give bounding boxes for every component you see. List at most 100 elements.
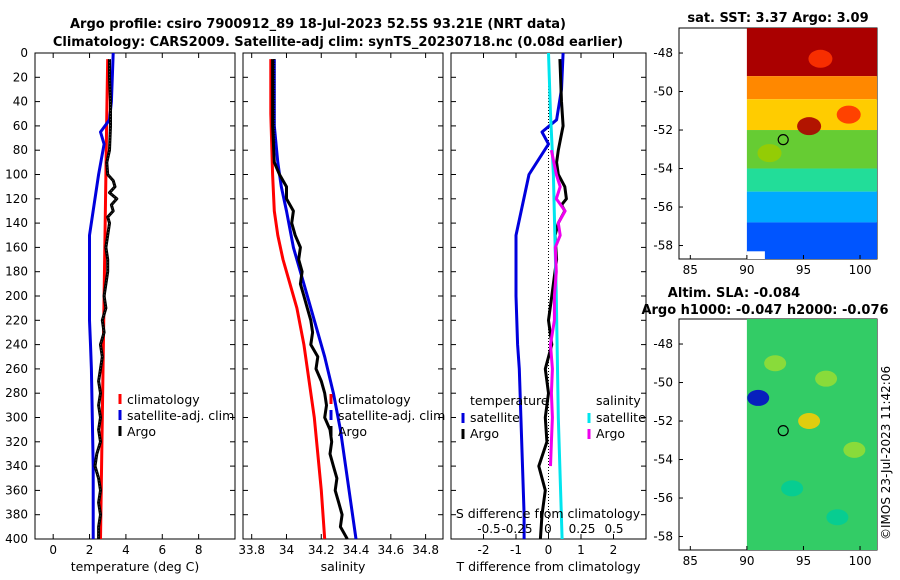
series-salinity-satellite (547, 52, 564, 540)
x-tick-label: 34.2 (308, 543, 335, 557)
sla-feature (747, 389, 770, 406)
x-tick-label: 95 (796, 554, 811, 568)
depth-tick-label: 200 (5, 289, 28, 303)
y-tick-label: -52 (653, 123, 673, 137)
x-tick-label: 2 (610, 543, 618, 557)
series-argo (93, 59, 119, 539)
main-title-line2: Climatology: CARS2009. Satellite-adj cli… (53, 35, 623, 50)
legend-label: climatology (338, 392, 411, 407)
x-tick-label: 95 (796, 263, 811, 277)
sla-feature (843, 441, 866, 458)
depth-tick-label: 340 (5, 459, 28, 473)
sst-eddy (808, 49, 833, 68)
depth-tick-label: 240 (5, 338, 28, 352)
sst-band (746, 222, 877, 259)
depth-tick-label: 140 (5, 216, 28, 230)
x-tick-label: 85 (683, 263, 698, 277)
x-tick-label: 90 (739, 554, 754, 568)
x-axis-label: T difference from climatology (455, 559, 641, 574)
sst-band (746, 28, 877, 77)
sst-band (746, 76, 877, 100)
depth-tick-label: 100 (5, 168, 28, 182)
y-tick-label: -52 (653, 414, 673, 428)
y-tick-label: -48 (653, 46, 673, 60)
sla-feature (764, 355, 787, 372)
y-tick-label: -58 (653, 530, 673, 544)
x-tick-label: 1 (577, 543, 585, 557)
depth-tick-label: 360 (5, 483, 28, 497)
x-tick-label: 0 (49, 543, 57, 557)
sla-map-title: Altim. SLA: -0.084 (668, 286, 800, 301)
x-tick-label: 34.6 (377, 543, 404, 557)
legend-label: satellite (470, 410, 520, 425)
legend-label: satellite (596, 410, 646, 425)
y-tick-label: -54 (653, 453, 673, 467)
x-tick-label: 33.8 (238, 543, 265, 557)
depth-tick-label: 180 (5, 265, 28, 279)
x-axis-label: temperature (deg C) (71, 559, 200, 574)
depth-tick-label: 280 (5, 386, 28, 400)
x-tick-label: 2 (86, 543, 94, 557)
y-tick-label: -54 (653, 162, 673, 176)
top-tick-label: -0.25 (501, 522, 532, 536)
legend-label: climatology (127, 392, 200, 407)
sst-map-panel: -48 -50 -52 -54 -56 -58 85 90 95 100 (653, 27, 878, 277)
legend-label: Argo (127, 424, 156, 439)
argo-position-marker (777, 134, 789, 146)
legend-title: temperature (470, 393, 549, 408)
y-tick-label: -48 (653, 337, 673, 351)
sla-feature (815, 370, 838, 387)
sst-map-title: sat. SST: 3.37 Argo: 3.09 (687, 11, 868, 26)
sst-eddy (836, 105, 861, 124)
depth-tick-label: 400 (5, 532, 28, 546)
legend-label: satellite-adj. clim (127, 408, 234, 423)
legend-label: satellite-adj. clim (338, 408, 445, 423)
y-tick-label: -56 (653, 200, 673, 214)
legend-label: Argo (596, 426, 625, 441)
depth-tick-label: 80 (13, 143, 28, 157)
sla-feature (798, 413, 821, 430)
sst-band (746, 191, 877, 223)
x-tick-label: 100 (849, 263, 872, 277)
sst-eddy (757, 144, 782, 163)
imos-credit: ©IMOS 23-Jul-2023 11:42:06 (879, 366, 893, 540)
difference-panel: -2 -1 0 1 2 T difference from climatology S di… (450, 52, 647, 574)
depth-tick-label: 20 (13, 70, 28, 84)
legend-title: salinity (596, 393, 641, 408)
y-tick-label: -56 (653, 491, 673, 505)
sla-field (746, 319, 877, 550)
sla-map-subtitle: Argo h1000: -0.047 h2000: -0.076 (641, 303, 888, 318)
depth-tick-label: 160 (5, 240, 28, 254)
depth-tick-label: 380 (5, 508, 28, 522)
y-tick-label: -50 (653, 85, 673, 99)
x-tick-label: 6 (158, 543, 166, 557)
depth-tick-label: 120 (5, 192, 28, 206)
series-satellite-adj-clim (272, 59, 358, 540)
argo-position-marker (777, 425, 789, 437)
plot-frame (34, 52, 236, 540)
series-salinity-argo (549, 149, 567, 467)
legend-label: Argo (470, 426, 499, 441)
x-tick-label: 34.4 (343, 543, 370, 557)
depth-tick-label: 260 (5, 362, 28, 376)
sla-feature (781, 480, 804, 497)
sla-feature (826, 509, 849, 526)
salinity-panel: 33.8 34 34.2 34.4 34.6 34.8 salinity climatolog… (238, 52, 445, 574)
x-tick-label: 4 (122, 543, 130, 557)
main-title-line1: Argo profile: csiro 7900912_89 18-Jul-20… (70, 17, 566, 32)
legend-label: Argo (338, 424, 367, 439)
series-climatology (269, 59, 327, 540)
x-tick-label: -1 (510, 543, 522, 557)
depth-tick-label: 40 (13, 95, 28, 109)
x-tick-label: 100 (849, 554, 872, 568)
series-argo (271, 59, 349, 540)
x-tick-label: 0 (545, 543, 553, 557)
depth-tick-label: 300 (5, 411, 28, 425)
sla-map-panel: -48 -50 -52 -54 -56 -58 85 90 95 100 (653, 318, 878, 568)
sst-eddy (797, 117, 822, 136)
y-tick-label: -58 (653, 239, 673, 253)
depth-tick-label: 60 (13, 119, 28, 133)
top-tick-label: 0.5 (604, 522, 623, 536)
depth-axis-ticks: 0 20 40 60 80 100 120 140 160 180 200 220 240 260 280 3… (5, 46, 28, 546)
